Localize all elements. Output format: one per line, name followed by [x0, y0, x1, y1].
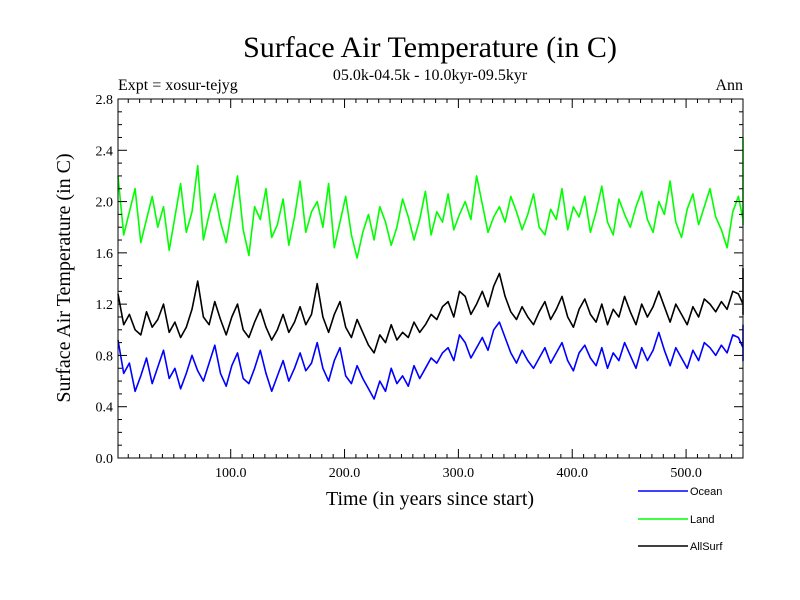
legend-label-ocean: Ocean — [690, 486, 722, 498]
series-line-land — [117, 137, 744, 259]
series-layer — [117, 137, 744, 400]
y-tick-label: 0.0 — [96, 452, 114, 467]
x-axis-label: Time (in years since start) — [326, 488, 534, 510]
y-tick-label: 1.2 — [96, 298, 114, 313]
y-tick-label: 0.8 — [96, 349, 114, 364]
y-tick-label: 0.4 — [96, 401, 114, 416]
x-tick-label: 400.0 — [556, 466, 588, 481]
x-tick-label: 500.0 — [670, 466, 702, 481]
x-tick-label: 200.0 — [329, 466, 361, 481]
axis-layer: 100.0 200.0 300.0 400.0 500.0 0.0 0.4 0.8 1.2 1.6… — [96, 93, 743, 481]
legend-label-land: Land — [690, 514, 714, 526]
series-line-ocean — [117, 321, 744, 400]
y-tick-label: 2.4 — [96, 144, 114, 159]
plot-frame — [117, 98, 744, 459]
chart-subtitle: 05.0k-04.5k - 10.0kyr-09.5kyr — [333, 67, 528, 84]
season-label: Ann — [715, 77, 743, 94]
experiment-label: Expt = xosur-tejyg — [118, 77, 238, 94]
x-tick-label: 300.0 — [443, 466, 475, 481]
chart-title: Surface Air Temperature (in C) — [243, 31, 617, 64]
series-line-allsurf — [117, 268, 744, 354]
y-axis-label: Surface Air Temperature (in C) — [53, 153, 75, 402]
y-tick-label: 1.6 — [96, 247, 114, 262]
y-tick-label: 2.8 — [96, 93, 114, 108]
x-tick-label: 100.0 — [215, 466, 247, 481]
legend-label-allsurf: AllSurf — [690, 541, 723, 553]
legend: Ocean Land AllSurf — [638, 486, 723, 553]
y-tick-label: 2.0 — [96, 196, 114, 211]
